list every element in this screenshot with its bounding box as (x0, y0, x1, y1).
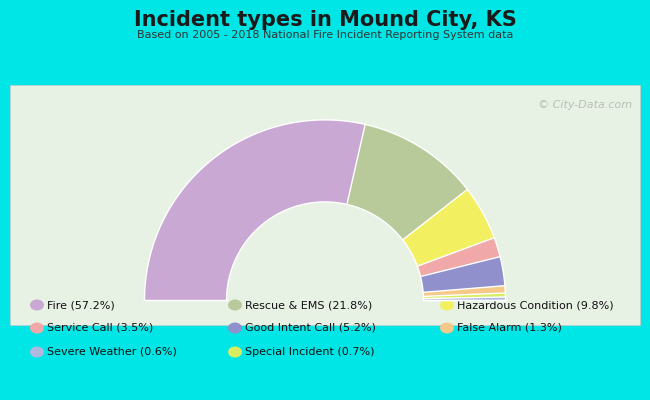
Ellipse shape (440, 300, 454, 310)
Polygon shape (421, 257, 505, 292)
Polygon shape (423, 293, 506, 298)
Ellipse shape (30, 300, 44, 310)
Ellipse shape (228, 322, 242, 334)
Ellipse shape (228, 300, 242, 310)
Text: Incident types in Mound City, KS: Incident types in Mound City, KS (134, 10, 516, 30)
Text: Fire (57.2%): Fire (57.2%) (47, 300, 115, 310)
Text: Good Intent Call (5.2%): Good Intent Call (5.2%) (245, 323, 376, 333)
Polygon shape (417, 238, 500, 276)
Ellipse shape (30, 346, 44, 358)
Bar (10, 85, 640, 325)
Ellipse shape (228, 346, 242, 358)
Ellipse shape (30, 322, 44, 334)
Text: Hazardous Condition (9.8%): Hazardous Condition (9.8%) (457, 300, 614, 310)
Text: © City-Data.com: © City-Data.com (538, 100, 632, 110)
Polygon shape (423, 297, 506, 300)
Polygon shape (423, 286, 505, 296)
Polygon shape (144, 120, 365, 300)
Text: Rescue & EMS (21.8%): Rescue & EMS (21.8%) (245, 300, 372, 310)
Polygon shape (347, 124, 467, 240)
Text: False Alarm (1.3%): False Alarm (1.3%) (457, 323, 562, 333)
Text: Special Incident (0.7%): Special Incident (0.7%) (245, 347, 374, 357)
Text: Based on 2005 - 2018 National Fire Incident Reporting System data: Based on 2005 - 2018 National Fire Incid… (136, 30, 514, 40)
Text: Service Call (3.5%): Service Call (3.5%) (47, 323, 153, 333)
Polygon shape (402, 189, 494, 266)
Ellipse shape (440, 322, 454, 334)
Text: Severe Weather (0.6%): Severe Weather (0.6%) (47, 347, 177, 357)
